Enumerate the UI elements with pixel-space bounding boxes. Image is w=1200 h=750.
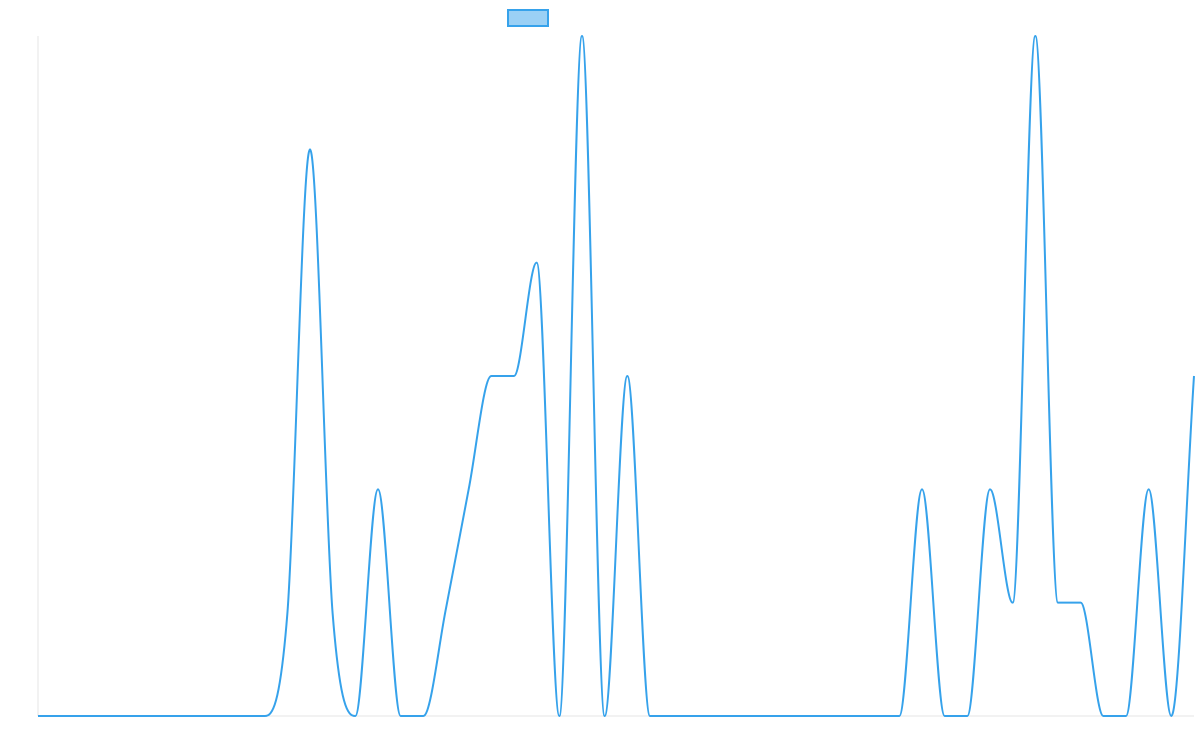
data-point[interactable] <box>375 486 381 492</box>
data-point[interactable] <box>1010 600 1016 606</box>
data-point[interactable] <box>1191 373 1197 379</box>
data-point[interactable] <box>443 605 449 611</box>
data-point[interactable] <box>35 713 41 719</box>
data-point[interactable] <box>1078 600 1084 606</box>
data-point[interactable] <box>307 146 313 152</box>
data-point[interactable] <box>1032 33 1038 39</box>
data-point[interactable] <box>760 713 766 719</box>
data-point[interactable] <box>896 713 902 719</box>
data-point[interactable] <box>647 713 653 719</box>
data-point[interactable] <box>670 713 676 719</box>
data-point[interactable] <box>398 713 404 719</box>
data-point[interactable] <box>1168 713 1174 719</box>
data-point[interactable] <box>692 713 698 719</box>
legend[interactable] <box>507 9 549 27</box>
axes <box>37 36 1194 717</box>
data-point[interactable] <box>239 713 245 719</box>
data-point[interactable] <box>534 260 540 266</box>
data-point[interactable] <box>828 713 834 719</box>
data-point[interactable] <box>171 713 177 719</box>
data-point[interactable] <box>420 713 426 719</box>
data-point[interactable] <box>602 713 608 719</box>
data-point[interactable] <box>194 713 200 719</box>
data-point[interactable] <box>1055 600 1061 606</box>
data-point[interactable] <box>715 713 721 719</box>
data-point[interactable] <box>1123 713 1129 719</box>
data-point[interactable] <box>874 713 880 719</box>
data-point[interactable] <box>80 713 86 719</box>
data-point[interactable] <box>579 33 585 39</box>
data-point[interactable] <box>216 713 222 719</box>
data-point[interactable] <box>330 611 336 617</box>
data-point[interactable] <box>126 713 132 719</box>
data-point[interactable] <box>284 611 290 617</box>
data-point[interactable] <box>262 713 268 719</box>
data-point[interactable] <box>556 713 562 719</box>
data-point[interactable] <box>1100 713 1106 719</box>
data-point[interactable] <box>987 486 993 492</box>
data-point[interactable] <box>964 713 970 719</box>
series-line-0 <box>38 35 1195 717</box>
data-point[interactable] <box>919 486 925 492</box>
series-group <box>35 33 1197 719</box>
data-point[interactable] <box>738 713 744 719</box>
data-point[interactable] <box>466 486 472 492</box>
data-point[interactable] <box>58 713 64 719</box>
data-point[interactable] <box>103 713 109 719</box>
data-point[interactable] <box>488 373 494 379</box>
data-point[interactable] <box>783 713 789 719</box>
data-point[interactable] <box>511 373 517 379</box>
data-point[interactable] <box>148 713 154 719</box>
legend-swatch[interactable] <box>507 9 549 27</box>
data-point[interactable] <box>1146 486 1152 492</box>
data-point[interactable] <box>352 713 358 719</box>
data-point[interactable] <box>942 713 948 719</box>
data-point[interactable] <box>806 713 812 719</box>
data-point[interactable] <box>624 373 630 379</box>
data-point[interactable] <box>851 713 857 719</box>
